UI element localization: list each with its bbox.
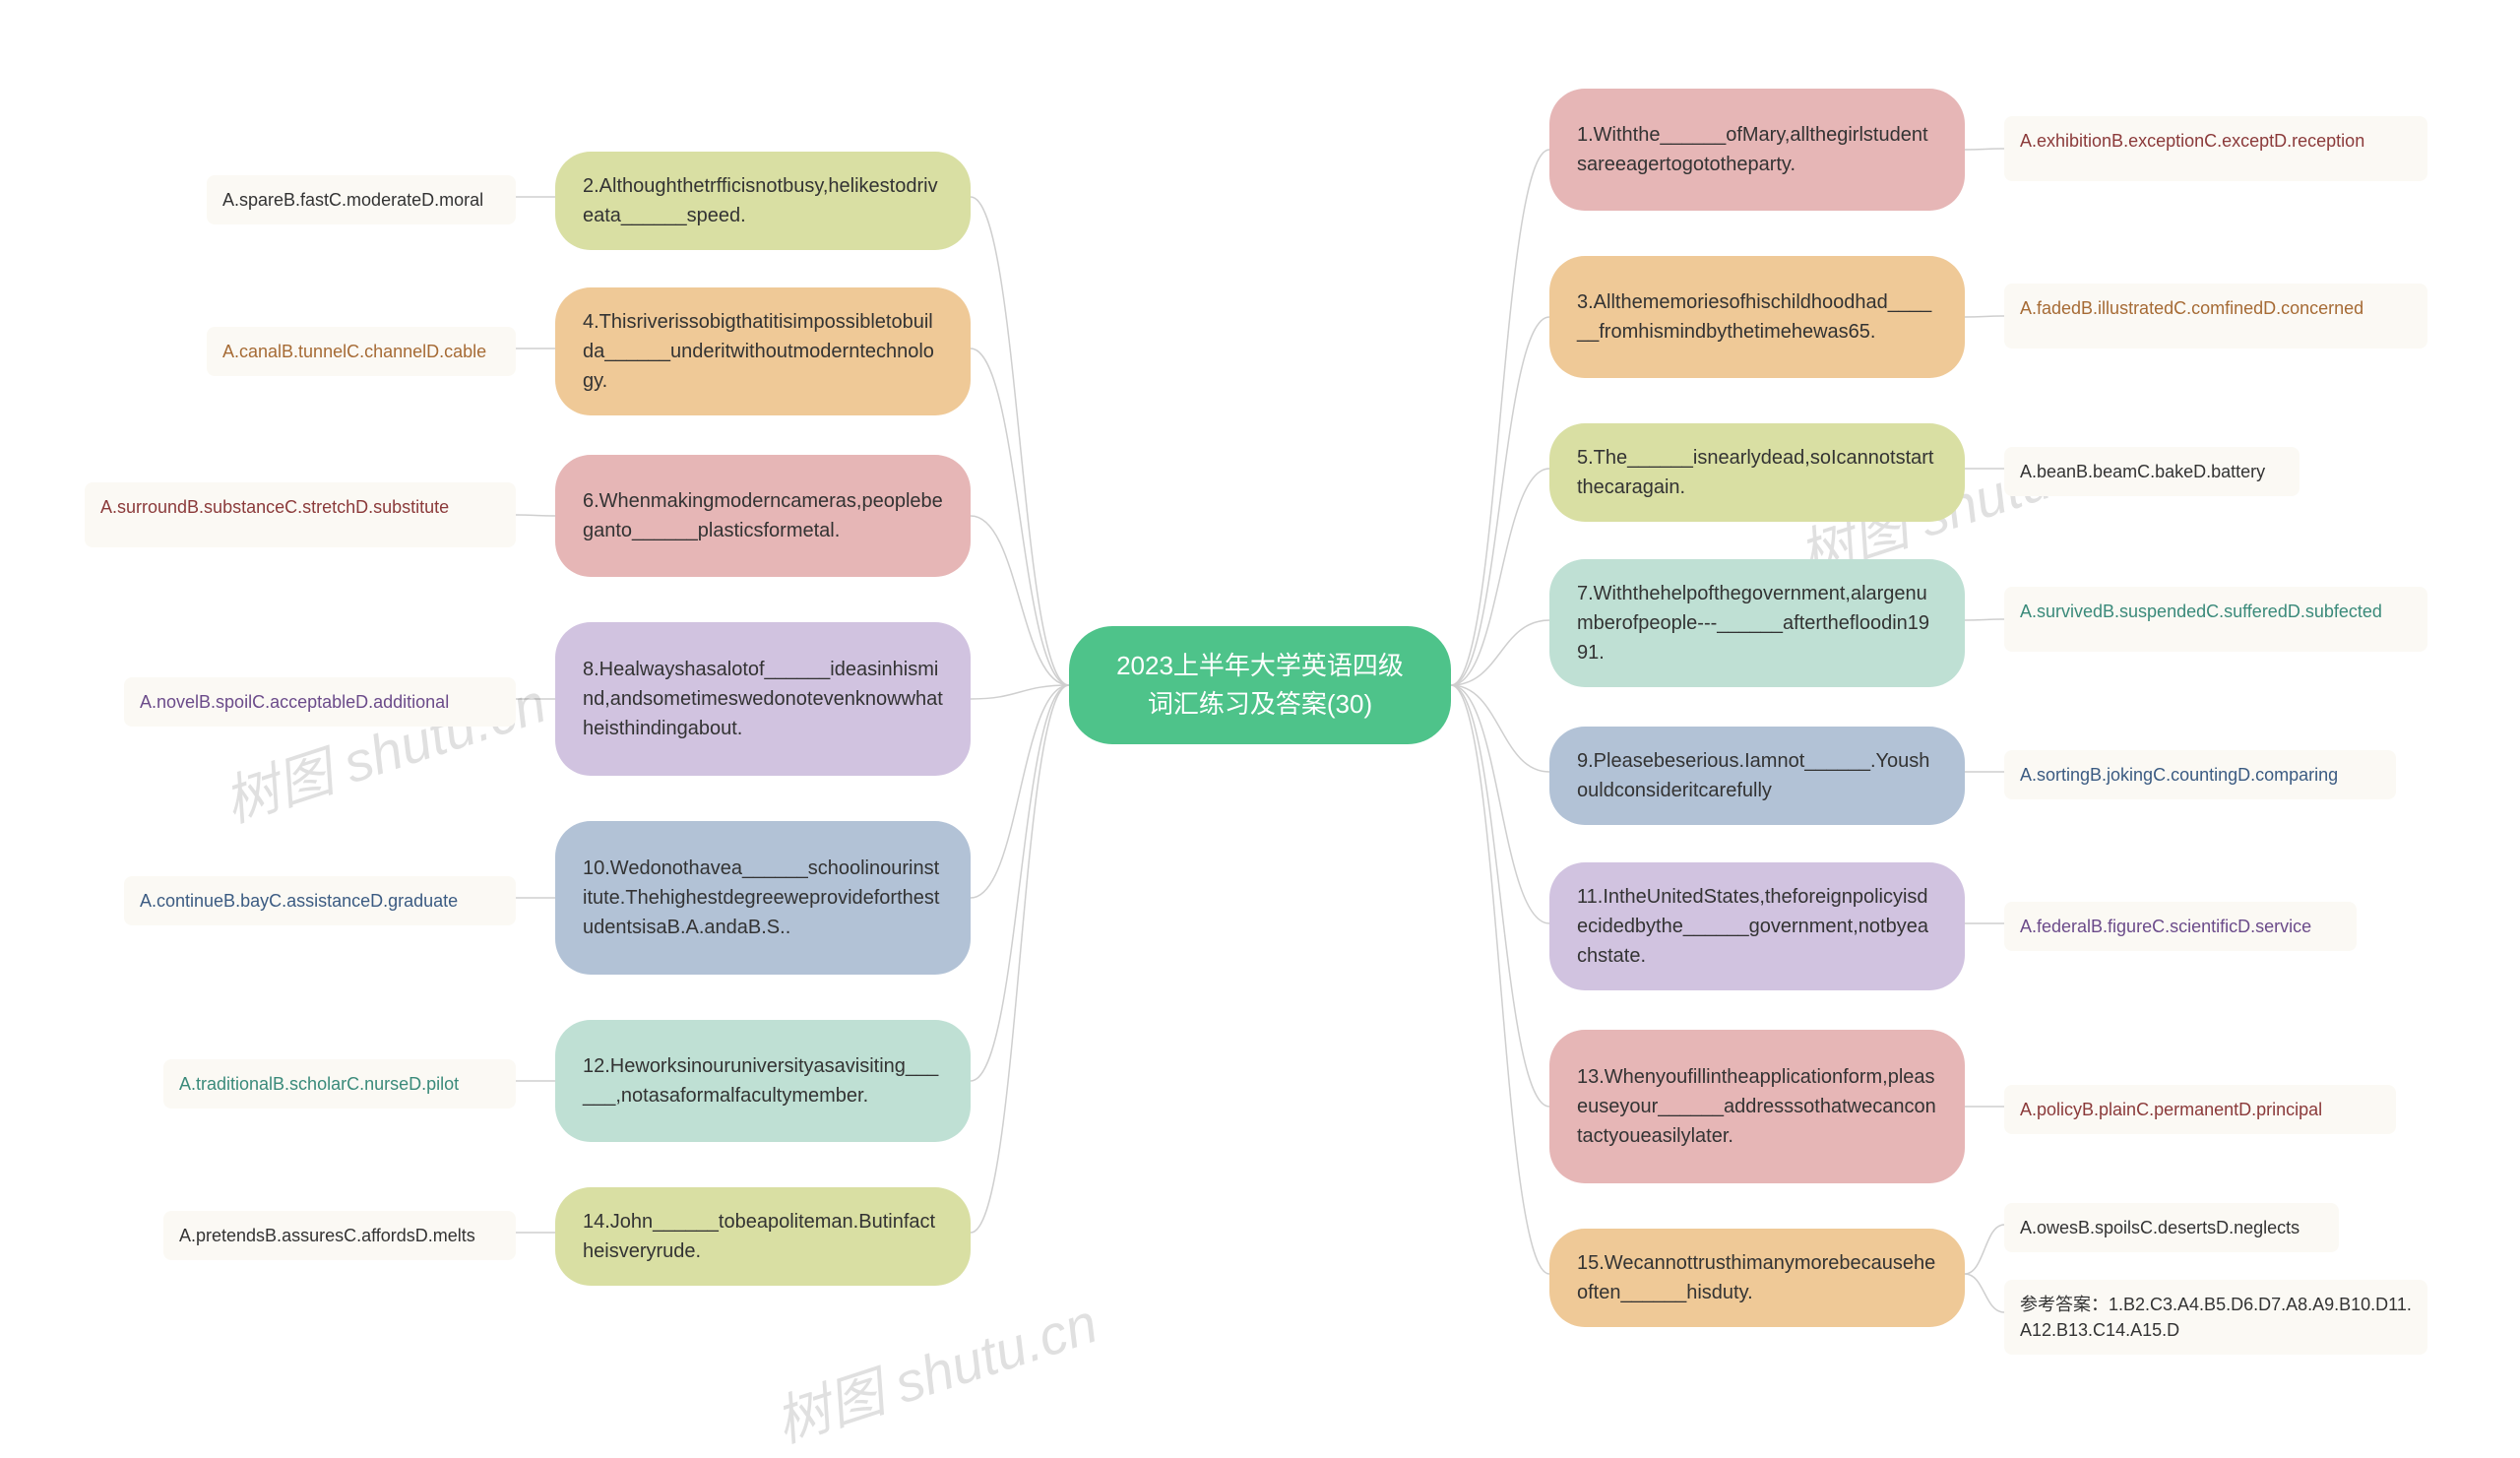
watermark: 树图 shutu.cn [764,1280,1106,1458]
leaf-n12[interactable]: A.traditionalB.scholarC.nurseD.pilot [163,1059,516,1109]
branch-node-n9[interactable]: 9.Pleasebeserious.Iamnot______.Youshould… [1549,727,1965,825]
branch-node-n3[interactable]: 3.Allthememoriesofhischildhoodhad______f… [1549,256,1965,378]
leaf-n5[interactable]: A.beanB.beamC.bakeD.battery [2004,447,2300,496]
leaf-n6[interactable]: A.surroundB.substanceC.stretchD.substitu… [85,482,516,547]
leaf-n7[interactable]: A.survivedB.suspendedC.sufferedD.subfect… [2004,587,2427,652]
leaf-n2[interactable]: A.spareB.fastC.moderateD.moral [207,175,516,224]
branch-node-n13[interactable]: 13.Whenyoufillintheapplicationform,pleas… [1549,1030,1965,1183]
branch-node-n8[interactable]: 8.Healwayshasalotof______ideasinhismind,… [555,622,971,776]
branch-node-n12[interactable]: 12.Heworksinouruniversityasavisiting____… [555,1020,971,1142]
leaf-n1[interactable]: A.exhibitionB.exceptionC.exceptD.recepti… [2004,116,2427,181]
leaf-n3[interactable]: A.fadedB.illustratedC.comfinedD.concerne… [2004,284,2427,349]
branch-node-n2[interactable]: 2.Althoughthetrfficisnotbusy,helikestodr… [555,152,971,250]
branch-node-n5[interactable]: 5.The______isnearlydead,soIcannotstartth… [1549,423,1965,522]
leaf-n4[interactable]: A.canalB.tunnelC.channelD.cable [207,327,516,376]
leaf-n15-0[interactable]: A.owesB.spoilsC.desertsD.neglects [2004,1203,2339,1252]
center-node[interactable]: 2023上半年大学英语四级词汇练习及答案(30) [1069,626,1451,744]
branch-node-n10[interactable]: 10.Wedonothavea______schoolinourinstitut… [555,821,971,975]
branch-node-n6[interactable]: 6.Whenmakingmoderncameras,peoplebeganto_… [555,455,971,577]
branch-node-n7[interactable]: 7.Withthehelpofthegovernment,alargenumbe… [1549,559,1965,687]
leaf-n9[interactable]: A.sortingB.jokingC.countingD.comparing [2004,750,2396,799]
branch-node-n11[interactable]: 11.IntheUnitedStates,theforeignpolicyisd… [1549,862,1965,990]
leaf-n11[interactable]: A.federalB.figureC.scientificD.service [2004,902,2357,951]
branch-node-n1[interactable]: 1.Withthe______ofMary,allthegirlstudents… [1549,89,1965,211]
leaf-n15-1[interactable]: 参考答案：1.B2.C3.A4.B5.D6.D7.A8.A9.B10.D11.A… [2004,1280,2427,1355]
leaf-n10[interactable]: A.continueB.bayC.assistanceD.graduate [124,876,516,925]
branch-node-n14[interactable]: 14.John______tobeapoliteman.Butinfacthei… [555,1187,971,1286]
leaf-n14[interactable]: A.pretendsB.assuresC.affordsD.melts [163,1211,516,1260]
leaf-n13[interactable]: A.policyB.plainC.permanentD.principal [2004,1085,2396,1134]
leaf-n8[interactable]: A.novelB.spoilC.acceptableD.additional [124,677,516,727]
branch-node-n4[interactable]: 4.Thisriverissobigthatitisimpossibletobu… [555,287,971,415]
branch-node-n15[interactable]: 15.Wecannottrusthimanymorebecauseheoften… [1549,1229,1965,1327]
